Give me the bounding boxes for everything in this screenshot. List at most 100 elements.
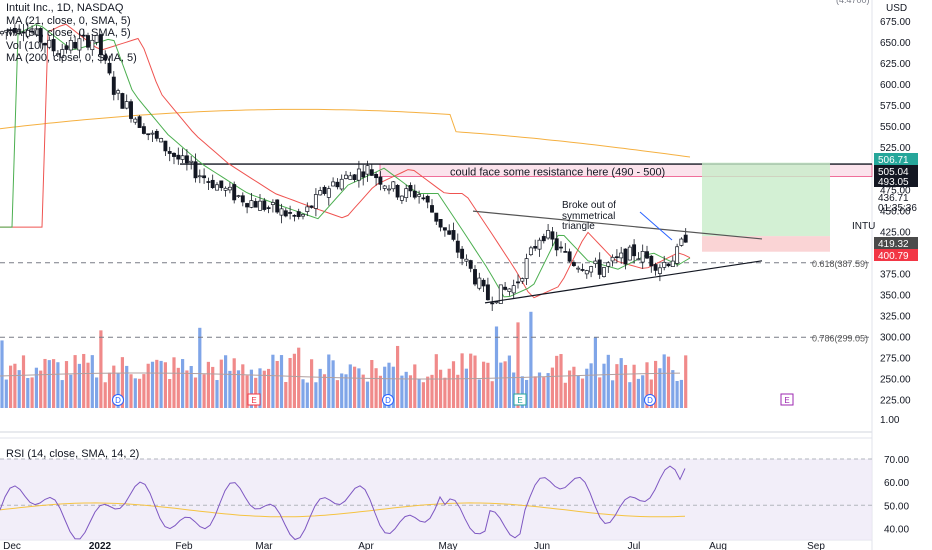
volume-bar: [615, 364, 619, 408]
rsi-line: [0, 465, 686, 541]
volume-bar: [383, 366, 387, 408]
candle-body: [481, 279, 486, 287]
candle-body: [236, 195, 241, 197]
volume-bar: [297, 347, 301, 408]
volume-bar: [215, 380, 219, 408]
volume-bar: [378, 375, 382, 408]
volume-bar: [503, 361, 507, 408]
volume-bar: [211, 366, 215, 408]
volume-bar: [155, 359, 159, 408]
x-tick-label: 2022: [89, 541, 112, 550]
candle-body: [223, 187, 228, 191]
event-marker: [382, 394, 394, 406]
candle-body: [283, 210, 288, 217]
volume-bar: [585, 368, 589, 408]
y-tick-label: 550.00: [880, 122, 911, 133]
volume-bar: [413, 364, 417, 408]
candle-body: [137, 116, 142, 128]
y-tick-label: 600.00: [880, 80, 911, 91]
volume-bar: [632, 364, 636, 408]
volume-bar: [353, 366, 357, 408]
volume-bar: [537, 372, 542, 408]
volume-bar: [125, 365, 129, 408]
volume-bar: [396, 345, 400, 408]
volume-bar: [679, 379, 683, 408]
volume-bar: [198, 327, 202, 408]
candle-body: [408, 185, 413, 192]
volume-bar: [593, 337, 597, 408]
y-tick-label: 1.00: [880, 415, 900, 426]
volume-bar: [421, 382, 425, 408]
candle-body: [511, 285, 516, 294]
volume-bar: [142, 374, 146, 408]
candle-body: [0, 31, 4, 35]
candle-body: [438, 219, 443, 228]
candle-body: [490, 302, 495, 305]
volume-bar: [370, 359, 374, 408]
candle-body: [640, 251, 645, 263]
candle-body: [494, 301, 499, 304]
volume-bar: [684, 355, 688, 408]
candle-body: [301, 213, 305, 217]
volume-bar: [236, 370, 241, 408]
price-tag: [874, 249, 918, 261]
candle-body: [55, 53, 60, 56]
rsi-tick-label: 70.00: [884, 455, 909, 466]
volume-bar: [176, 367, 180, 408]
candle-body: [477, 277, 482, 289]
volume-bar: [327, 354, 331, 408]
volume-bar: [671, 370, 675, 408]
volume-bar: [249, 369, 253, 408]
volume-bar: [619, 358, 623, 408]
candle-body: [455, 240, 460, 253]
candle-body: [172, 152, 176, 157]
volume-bar: [490, 381, 494, 408]
candle-body: [619, 252, 624, 259]
price-tag-label: 436.71: [878, 193, 909, 204]
volume-bar: [241, 364, 245, 408]
candle-body: [335, 181, 340, 188]
volume-bar: [284, 381, 288, 408]
candle-body: [520, 278, 525, 282]
volume-bar: [434, 354, 438, 408]
candle-body: [464, 258, 469, 262]
rsi-ma-line: [0, 502, 686, 518]
candle-body: [189, 160, 194, 163]
legend-title: Intuit Inc., 1D, NASDAQ: [6, 2, 124, 14]
volume-bar: [262, 370, 266, 408]
legend-ma50: MA (50, close, 0, SMA, 5): [6, 27, 131, 39]
candle-body: [184, 155, 189, 164]
volume-bar: [576, 375, 580, 408]
volume-bar: [305, 382, 309, 408]
volume-bar: [344, 374, 348, 408]
breakout-note: triangle: [562, 221, 595, 232]
candle-body: [597, 259, 602, 275]
candle-body: [395, 184, 400, 198]
volume-bar: [533, 376, 537, 408]
candle-body: [249, 200, 254, 208]
candle-body: [326, 188, 331, 198]
volume-bar: [335, 380, 339, 408]
y-tick-label: (4.4700): [836, 0, 870, 5]
price-tag-label: 400.79: [878, 251, 909, 262]
volume-bar: [163, 362, 167, 408]
candle-body: [589, 266, 594, 273]
candle-body: [12, 27, 17, 33]
candle-body: [584, 270, 589, 275]
volume-bar: [387, 362, 391, 408]
volume-bar: [103, 382, 107, 408]
volume-bar: [310, 359, 314, 408]
volume-bar: [232, 358, 236, 408]
candle-body: [627, 246, 632, 261]
legend-ma21: MA (21, close, 0, SMA, 5): [6, 14, 131, 27]
breakout-note: symmetrical: [562, 211, 615, 222]
volume-bar: [542, 377, 546, 408]
candle-body: [645, 251, 649, 259]
candle-body: [318, 190, 323, 196]
candle-body: [683, 234, 688, 243]
volume-bar: [649, 379, 653, 408]
candle-body: [81, 34, 86, 37]
volume-bar: [447, 368, 451, 408]
candle-body: [111, 76, 116, 95]
